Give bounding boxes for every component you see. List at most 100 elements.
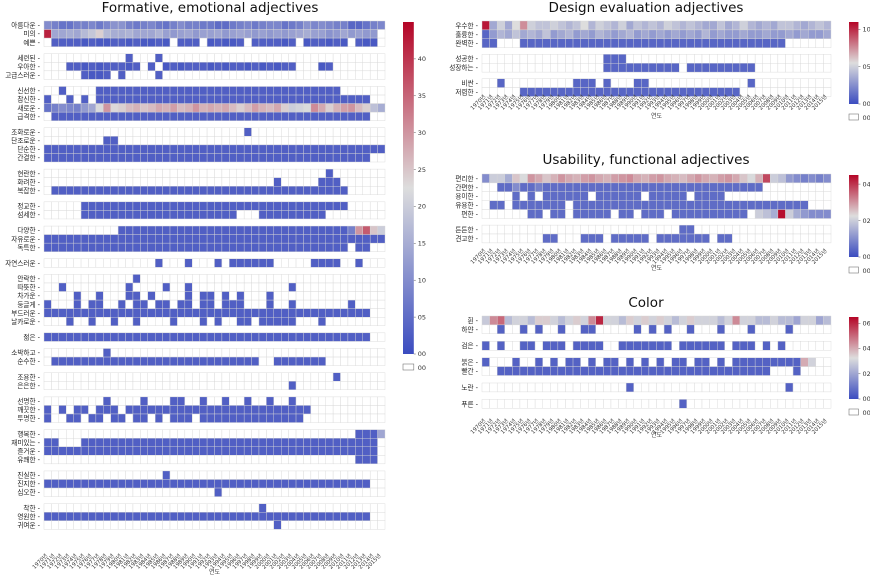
- heatmap-cell: [58, 274, 67, 284]
- heatmap-cell: [214, 446, 223, 456]
- heatmap-cell: [347, 479, 356, 489]
- heatmap-cell: [656, 233, 665, 244]
- heatmap-cell: [310, 520, 319, 530]
- heatmap-cell: [648, 357, 657, 367]
- heatmap-cell: [147, 470, 156, 480]
- heatmap-cell: [325, 381, 334, 391]
- heatmap-cell: [739, 182, 748, 192]
- heatmap-cell: [140, 299, 148, 309]
- heatmap-cell: [739, 366, 748, 376]
- heatmap-cell: [347, 201, 356, 211]
- heatmap-cell: [258, 103, 267, 113]
- heatmap-cell: [512, 224, 521, 235]
- heatmap-cell: [169, 405, 178, 415]
- heatmap-cell: [747, 357, 756, 367]
- heatmap-cell: [340, 438, 349, 447]
- heatmap-cell: [199, 479, 208, 489]
- heatmap-cell: [281, 372, 289, 382]
- heatmap-cell: [199, 29, 208, 39]
- heatmap-cell: [724, 182, 733, 192]
- heatmap-cell: [95, 308, 104, 318]
- heatmap-cell: [206, 86, 215, 96]
- heatmap-cell: [154, 520, 163, 530]
- heatmap-cell: [125, 153, 134, 163]
- heatmap-cell: [236, 438, 245, 447]
- heatmap-cell: [80, 332, 89, 342]
- heatmap-cell: [489, 224, 498, 235]
- heatmap-cell: [303, 136, 312, 146]
- heatmap-cell: [125, 381, 134, 391]
- heatmap-cell: [58, 512, 67, 522]
- heatmap-cell: [303, 168, 312, 178]
- heatmap-cell: [595, 191, 604, 201]
- heatmap-cell: [686, 366, 695, 376]
- heatmap-cell: [51, 413, 60, 423]
- heatmap-cell: [258, 282, 267, 292]
- heatmap-cell: [125, 136, 134, 146]
- heatmap-cell: [117, 185, 126, 195]
- heatmap-cell: [140, 210, 148, 220]
- heatmap-cell: [318, 299, 326, 309]
- heatmap-cell: [557, 341, 566, 351]
- heatmap-cell: [481, 399, 490, 409]
- heatmap-cell: [206, 317, 215, 326]
- heatmap-cell: [694, 20, 703, 31]
- heatmap-cell: [125, 62, 134, 72]
- heatmap-cell: [542, 191, 551, 201]
- heatmap-cell: [747, 173, 756, 184]
- heatmap-cell: [754, 315, 763, 326]
- heatmap-cell: [117, 242, 126, 252]
- row-label: 둥글게 -: [17, 300, 40, 309]
- heatmap-cell: [206, 242, 215, 252]
- heatmap-cell: [347, 210, 356, 220]
- heatmap-cell: [147, 356, 156, 366]
- heatmap-cell: [221, 381, 230, 391]
- heatmap-cell: [140, 111, 148, 121]
- heatmap-cell: [633, 200, 642, 210]
- heatmap-cell: [739, 224, 748, 235]
- heatmap-cell: [251, 258, 260, 268]
- row-label: 복잡한 -: [17, 187, 40, 195]
- heatmap-cell: [206, 258, 215, 268]
- heatmap-cell: [51, 470, 60, 480]
- heatmap-cell: [504, 224, 513, 235]
- heatmap-cell: [770, 191, 779, 201]
- heatmap-cell: [565, 341, 574, 351]
- heatmap-cell: [762, 224, 771, 235]
- heatmap-cell: [377, 62, 386, 72]
- heatmap-cell: [679, 233, 688, 244]
- heatmap-cell: [51, 487, 60, 497]
- heatmap-cell: [80, 487, 89, 497]
- heatmap-cell: [117, 20, 126, 30]
- heatmap-cell: [519, 191, 528, 201]
- heatmap-cell: [58, 70, 67, 80]
- heatmap-cell: [51, 177, 60, 187]
- heatmap-cell: [808, 341, 817, 351]
- heatmap-cell: [221, 396, 230, 406]
- heatmap-cell: [73, 503, 82, 513]
- heatmap-cell: [162, 356, 171, 366]
- heatmap-cell: [110, 20, 119, 30]
- heatmap-cell: [117, 299, 126, 309]
- heatmap-cell: [80, 144, 89, 154]
- heatmap-cell: [110, 512, 119, 522]
- heatmap-cell: [377, 479, 386, 489]
- heatmap-cell: [125, 332, 134, 342]
- heatmap-cell: [258, 127, 267, 137]
- heatmap-cell: [236, 29, 245, 39]
- heatmap-cell: [229, 94, 237, 104]
- heatmap-cell: [140, 201, 148, 211]
- heatmap-cell: [739, 191, 748, 201]
- heatmap-cell: [192, 356, 200, 366]
- heatmap-cell: [251, 405, 260, 415]
- heatmap-cell: [192, 111, 200, 121]
- row-label: 유용한 -: [455, 202, 478, 210]
- heatmap-cell: [66, 136, 74, 146]
- heatmap-cell: [66, 332, 74, 342]
- heatmap-cell: [504, 54, 513, 64]
- heatmap-cell: [51, 332, 60, 342]
- heatmap-cell: [66, 446, 74, 456]
- heatmap-cell: [192, 127, 200, 137]
- heatmap-cell: [125, 144, 134, 154]
- heatmap-cell: [588, 38, 597, 48]
